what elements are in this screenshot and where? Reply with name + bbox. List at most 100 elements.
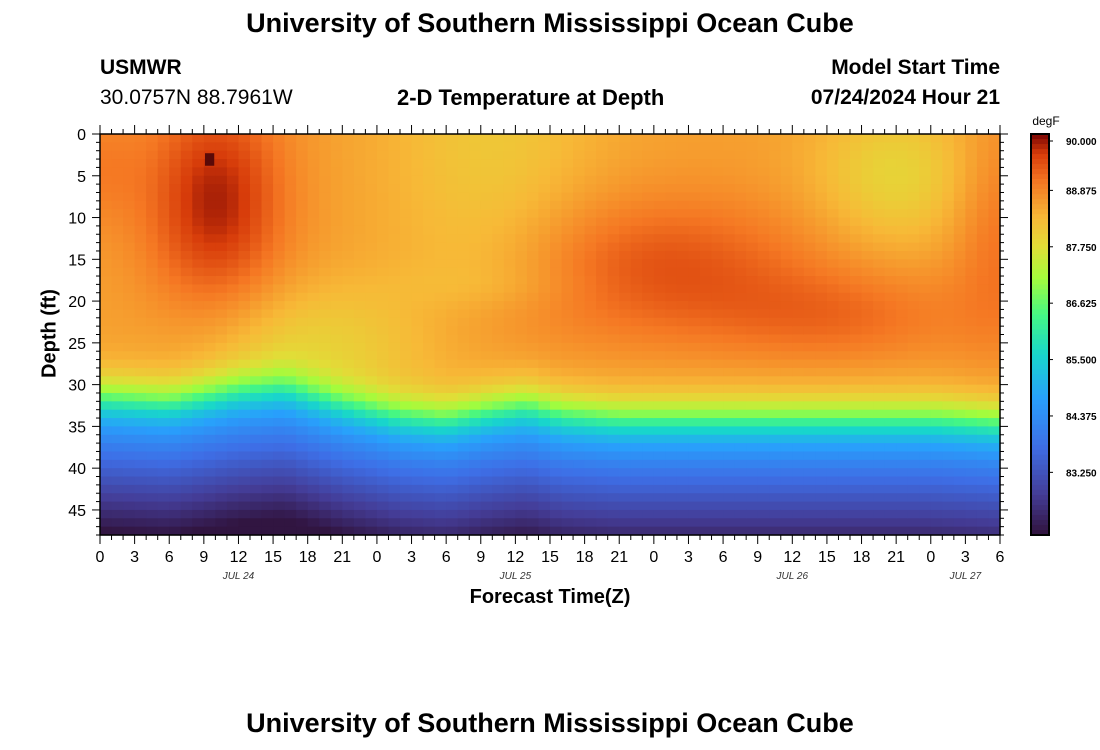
page-title: University of Southern Mississippi Ocean… <box>246 8 854 38</box>
heatmap-cell <box>469 451 482 461</box>
heatmap-cell <box>261 468 274 478</box>
heatmap-cell <box>723 351 736 361</box>
heatmap-cell <box>757 451 770 461</box>
heatmap-cell <box>215 225 228 235</box>
heatmap-cell <box>226 234 240 244</box>
heatmap-cell <box>688 250 701 260</box>
heatmap-cell <box>515 476 528 486</box>
heatmap-cell <box>780 484 793 494</box>
heatmap-cell <box>757 484 770 494</box>
heatmap-cell <box>711 401 724 411</box>
heatmap-cell <box>769 301 782 311</box>
heatmap-cell <box>919 459 932 469</box>
heatmap-cell <box>446 342 459 352</box>
heatmap-cell <box>838 359 851 369</box>
heatmap-cell <box>965 234 978 244</box>
heatmap-cell <box>365 459 378 469</box>
heatmap-cell <box>803 526 816 536</box>
heatmap-cell <box>573 200 586 210</box>
heatmap-cell <box>273 259 286 269</box>
heatmap-cell <box>192 434 205 444</box>
heatmap-cell <box>561 326 574 336</box>
heatmap-cell <box>492 476 505 486</box>
heatmap-cell <box>757 317 770 327</box>
heatmap-cell <box>584 459 597 469</box>
heatmap-cell <box>469 476 482 486</box>
heatmap-cell <box>123 259 136 269</box>
heatmap-cell <box>873 276 886 285</box>
heatmap-cell <box>792 376 805 386</box>
heatmap-cell <box>111 134 124 143</box>
heatmap-cell <box>319 376 332 386</box>
colorbar-segment <box>1031 519 1049 526</box>
heatmap-cell <box>573 451 586 461</box>
heatmap-cell <box>826 175 840 185</box>
heatmap-cell <box>515 150 528 160</box>
heatmap-cell <box>342 259 355 269</box>
heatmap-cell <box>653 468 666 478</box>
heatmap-cell <box>503 518 516 528</box>
heatmap-cell <box>630 434 643 444</box>
heatmap-cell <box>388 242 401 252</box>
heatmap-cell <box>480 434 493 444</box>
heatmap-cell <box>550 284 563 294</box>
heatmap-cell <box>284 317 297 327</box>
heatmap-cell <box>123 476 136 486</box>
heatmap-cell <box>653 451 666 461</box>
heatmap-cell <box>826 259 840 269</box>
heatmap-cell <box>365 376 378 386</box>
heatmap-cell <box>700 317 713 327</box>
heatmap-cell <box>111 334 124 344</box>
heatmap-cell <box>757 200 770 210</box>
heatmap-cell <box>919 209 932 219</box>
heatmap-cell <box>538 493 551 503</box>
heatmap-cell <box>503 276 516 285</box>
heatmap-cell <box>296 217 309 227</box>
heatmap-cell <box>792 309 805 319</box>
heatmap-cell <box>573 209 586 219</box>
heatmap-cell <box>907 518 920 528</box>
heatmap-cell <box>619 376 632 386</box>
heatmap-cell <box>746 184 759 194</box>
heatmap-cell <box>619 493 632 503</box>
heatmap-cell <box>780 359 793 369</box>
heatmap-cell <box>769 250 782 260</box>
heatmap-cell <box>469 217 482 227</box>
heatmap-cell <box>180 484 193 494</box>
heatmap-cell <box>896 234 909 244</box>
heatmap-cell <box>238 418 251 427</box>
heatmap-cell <box>780 301 793 311</box>
heatmap-cell <box>723 284 736 294</box>
heatmap-cell <box>538 443 551 453</box>
heatmap-cell <box>261 292 274 302</box>
colorbar-segment <box>1031 164 1049 170</box>
heatmap-cell <box>157 443 170 453</box>
heatmap-cell <box>573 267 586 277</box>
heatmap-cell <box>480 267 493 277</box>
heatmap-cell <box>457 334 470 344</box>
heatmap-cell <box>469 434 482 444</box>
heatmap-cell <box>457 250 470 260</box>
heatmap-cell <box>330 317 343 327</box>
heatmap-cell <box>319 225 332 235</box>
heatmap-cell <box>988 409 1001 419</box>
heatmap-cell <box>296 484 309 494</box>
heatmap-cell <box>100 250 113 260</box>
heatmap-cell <box>711 167 724 177</box>
heatmap-cell <box>238 518 251 528</box>
heatmap-cell <box>469 509 482 519</box>
heatmap-cell <box>192 301 205 311</box>
heatmap-cell <box>584 326 597 336</box>
heatmap-cell <box>169 142 182 152</box>
heatmap-cell <box>907 451 920 461</box>
heatmap-cell <box>596 150 609 160</box>
heatmap-cell <box>746 292 759 302</box>
colorbar-segment <box>1031 324 1049 331</box>
heatmap-cell <box>400 200 413 210</box>
heatmap-cell <box>203 317 216 327</box>
heatmap-cell <box>861 326 874 336</box>
heatmap-cell <box>296 284 309 294</box>
heatmap-cell <box>630 351 643 361</box>
heatmap-cell <box>261 234 274 244</box>
heatmap-cell <box>342 434 355 444</box>
